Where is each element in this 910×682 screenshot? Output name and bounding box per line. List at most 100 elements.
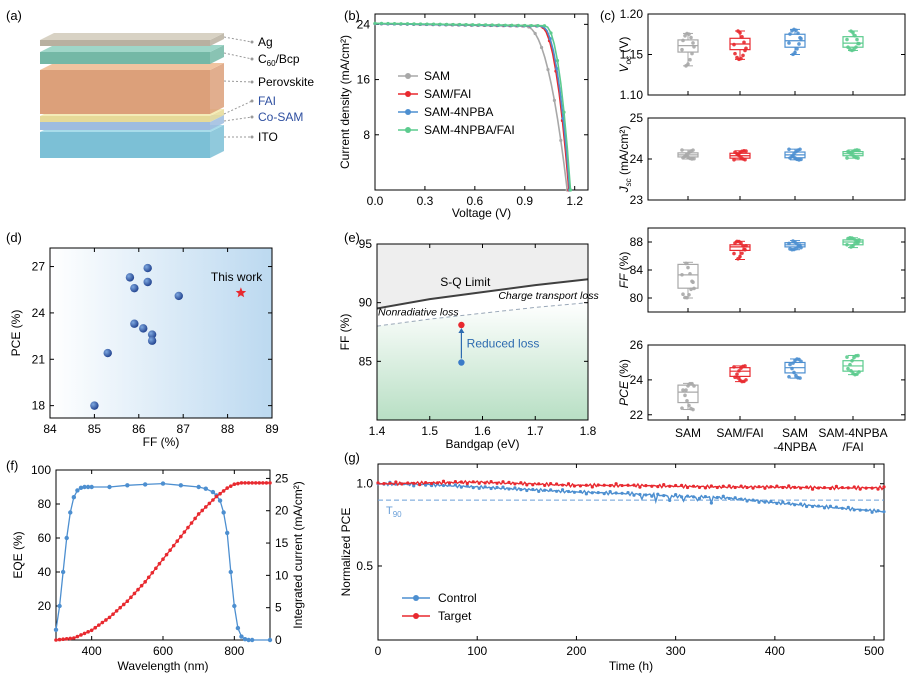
stability-point bbox=[435, 481, 440, 485]
jv-point bbox=[399, 22, 403, 26]
box-point bbox=[691, 41, 695, 45]
box-point bbox=[792, 370, 796, 375]
box-point bbox=[681, 38, 685, 43]
panel-b-xtick-label: 0.9 bbox=[516, 194, 533, 208]
layer-ag-top bbox=[40, 33, 224, 40]
panel-d-xtick-label: 85 bbox=[88, 422, 102, 436]
panel-g-ytick-label: 0.5 bbox=[356, 559, 373, 573]
stability-point bbox=[578, 484, 583, 488]
stability-point bbox=[680, 483, 684, 487]
stability-point bbox=[620, 491, 624, 495]
eqe-point bbox=[178, 483, 184, 488]
eqe-point bbox=[225, 530, 230, 536]
stability-point bbox=[828, 504, 833, 508]
stability-point bbox=[816, 486, 821, 490]
box-point bbox=[741, 244, 745, 248]
stability-point bbox=[787, 484, 791, 488]
box-1 bbox=[729, 244, 751, 252]
stability-point bbox=[822, 506, 827, 510]
panel-f-ytick2-label: 5 bbox=[275, 601, 282, 615]
panel-g-ylabel: Normalized PCE bbox=[339, 508, 353, 597]
panel-f-ytick2-label: 25 bbox=[275, 471, 289, 485]
jsc-point bbox=[204, 505, 208, 509]
panel-c-ylabel-2: FF (%) bbox=[617, 252, 631, 289]
box-point bbox=[852, 355, 856, 360]
stability-point bbox=[876, 487, 880, 491]
panel-c-1-ytick-label: 24 bbox=[630, 152, 644, 166]
box-point bbox=[692, 44, 696, 49]
box-point bbox=[744, 46, 748, 51]
eqe-point bbox=[239, 634, 244, 639]
stability-point bbox=[662, 483, 666, 487]
leader-fai bbox=[223, 100, 253, 115]
jsc-point bbox=[214, 494, 219, 499]
box-point bbox=[732, 251, 736, 256]
panel-f-label: (f) bbox=[6, 458, 18, 473]
jv-point bbox=[523, 23, 527, 28]
stability-point bbox=[656, 492, 660, 496]
stability-point bbox=[769, 499, 773, 504]
jsc-point bbox=[250, 481, 254, 485]
eqe-point bbox=[71, 495, 77, 500]
stability-point bbox=[543, 483, 547, 488]
jv-point bbox=[568, 188, 573, 192]
panel-g-ytick-label: 1.0 bbox=[356, 477, 373, 491]
jsc-point bbox=[79, 633, 83, 637]
stability-point bbox=[834, 505, 838, 509]
stability-point bbox=[614, 482, 618, 486]
eqe-point bbox=[125, 483, 130, 488]
jsc-point bbox=[189, 521, 194, 525]
panel-e-xtick-label: 1.8 bbox=[580, 424, 597, 438]
stability-point bbox=[751, 498, 755, 502]
jsc-point bbox=[168, 548, 172, 552]
stability-point bbox=[816, 504, 821, 508]
stability-point bbox=[763, 486, 767, 490]
box-point bbox=[736, 29, 740, 33]
stability-point bbox=[822, 485, 827, 490]
panel-c-1-ytick-label: 23 bbox=[630, 193, 644, 207]
stability-point bbox=[447, 481, 452, 485]
stability-point bbox=[739, 484, 743, 488]
box-point bbox=[690, 51, 694, 56]
box-point bbox=[688, 57, 692, 62]
jv-point bbox=[552, 98, 556, 103]
jv-point bbox=[497, 23, 501, 27]
box-point bbox=[791, 52, 795, 57]
box-point bbox=[787, 147, 791, 152]
stability-point bbox=[465, 484, 469, 488]
layer-perovskite bbox=[40, 70, 210, 114]
jv-point bbox=[510, 23, 514, 27]
stability-point bbox=[727, 484, 731, 488]
leader-cosam bbox=[223, 116, 253, 122]
stability-point bbox=[453, 479, 457, 484]
leader-dot-ag bbox=[250, 40, 254, 44]
box-point bbox=[683, 33, 687, 38]
jsc-point bbox=[268, 481, 272, 485]
reduced-loss-label: Reduced loss bbox=[467, 336, 540, 350]
jv-point bbox=[445, 22, 449, 26]
panel-f-frame bbox=[55, 469, 271, 641]
jv-point bbox=[546, 67, 550, 72]
box-point bbox=[788, 156, 792, 160]
stability-point bbox=[721, 494, 725, 498]
scatter-point bbox=[103, 348, 112, 358]
stability-point bbox=[834, 484, 838, 488]
panel-f-ytick-label: 80 bbox=[38, 497, 52, 511]
panel-e-xlabel: Bandgap (eV) bbox=[445, 437, 519, 451]
stability-point bbox=[578, 489, 583, 494]
box-point bbox=[733, 150, 737, 154]
stability-point bbox=[590, 491, 594, 495]
panel-c-0-ytick-label: 1.10 bbox=[620, 88, 644, 102]
stability-point bbox=[596, 483, 600, 487]
jsc-point bbox=[146, 575, 151, 580]
panel-d-xlabel: FF (%) bbox=[143, 435, 180, 449]
panel-g-xtick-label: 400 bbox=[765, 644, 785, 658]
jsc-point bbox=[100, 620, 105, 625]
box-point bbox=[732, 365, 736, 369]
stability-point bbox=[799, 502, 803, 506]
box-point bbox=[851, 371, 855, 376]
panel-d-xtick-label: 84 bbox=[43, 422, 57, 436]
panel-e-ytick-label: 95 bbox=[359, 237, 373, 251]
jv-point bbox=[542, 24, 547, 28]
jsc-point bbox=[161, 557, 165, 562]
